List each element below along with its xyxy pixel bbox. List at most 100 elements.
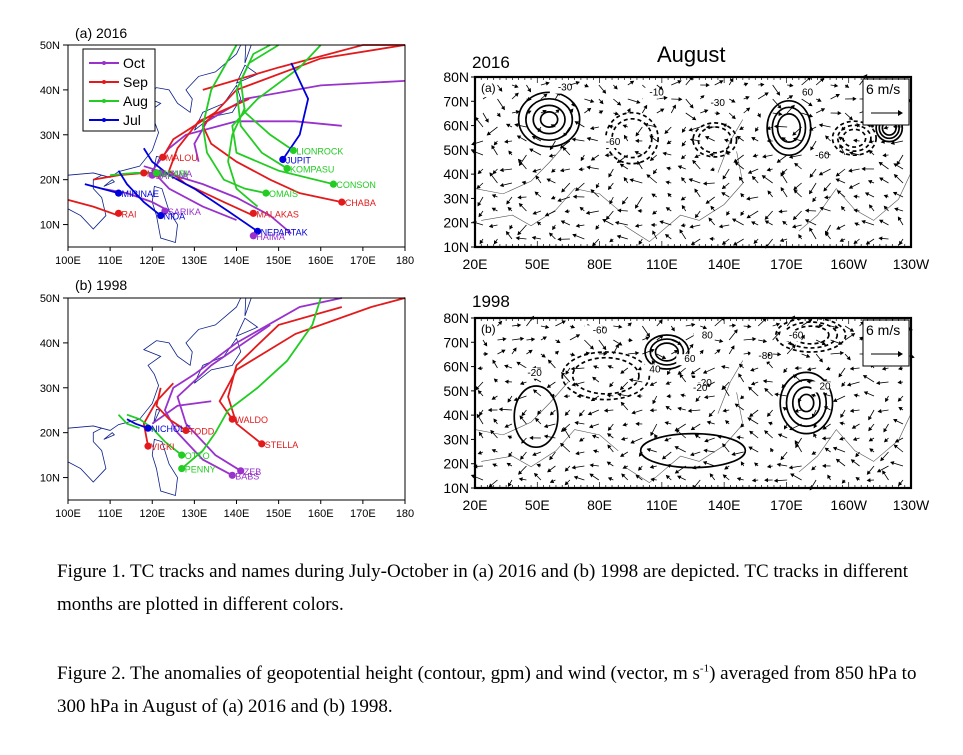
wind-vector-head	[518, 470, 523, 475]
lon-tick-label: 130E	[182, 508, 208, 520]
wind-vector-head	[518, 477, 523, 482]
wind-vector-head	[532, 168, 537, 173]
storm-genesis-marker	[258, 440, 266, 448]
storm-genesis-marker	[144, 424, 152, 432]
wind-vector-head	[788, 154, 794, 159]
wind-vector-head	[629, 80, 635, 85]
storm-genesis-marker	[249, 209, 257, 217]
wind-vector-head	[589, 473, 594, 478]
storm-name: CHABA	[345, 198, 376, 208]
storm-genesis-marker	[114, 189, 123, 197]
wind-vector-head	[664, 437, 669, 442]
wind-vector-head	[883, 205, 888, 210]
wind-vector-head	[691, 116, 697, 121]
wind-vector-head	[586, 107, 592, 112]
lat-tick-label: 10N	[40, 220, 60, 232]
wind-vector-head	[564, 481, 569, 486]
wind-vector-head	[630, 439, 635, 444]
wind-vector-head	[804, 219, 810, 224]
wind-vector-head	[493, 240, 498, 245]
wind-vector-head	[504, 139, 509, 144]
wind-vector-head	[839, 421, 844, 426]
wind-vector-head	[661, 355, 667, 359]
reference-vector-label: 6 m/s	[866, 81, 900, 97]
wind-vector-head	[731, 218, 737, 223]
continent-outline	[624, 151, 744, 243]
wind-vector-head	[588, 424, 594, 429]
wind-vector-head	[545, 324, 550, 329]
wind-vector-head	[533, 472, 539, 478]
wind-vector-head	[560, 442, 565, 448]
storm-name: OTTO	[185, 451, 210, 461]
wind-vector-head	[835, 172, 841, 177]
contour-line	[525, 97, 574, 142]
wind-vector-head	[545, 81, 550, 86]
wind-vector-head	[747, 324, 752, 329]
wind-vector-head	[564, 209, 569, 214]
wind-vector-head	[897, 380, 902, 385]
wind-vector-head	[572, 233, 577, 238]
wind-vector-head	[483, 342, 488, 347]
wind-vector-head	[579, 437, 584, 442]
lat-tick-label: 10N	[443, 239, 469, 255]
wind-vector-head	[764, 430, 769, 435]
wind-vector-head	[643, 104, 648, 110]
wind-vector-head	[776, 158, 782, 163]
wind-vector-head	[532, 389, 538, 394]
wind-vector-head	[818, 123, 823, 128]
wind-vector-head	[898, 481, 903, 486]
storm-track-oct	[176, 324, 271, 472]
wind-vector-head	[688, 127, 693, 132]
contour-label: -60	[815, 151, 830, 162]
coastline	[67, 297, 259, 497]
wind-vector-head	[646, 332, 651, 338]
storm-track-aug	[235, 44, 288, 170]
wind-vector-head	[776, 331, 781, 336]
wind-vector-head	[738, 373, 743, 378]
wind-vector-head	[780, 455, 785, 461]
wind-vectors	[471, 74, 913, 249]
wind-vector-head	[507, 435, 512, 440]
wind-vector-head	[514, 123, 519, 128]
wind-vector-head	[561, 320, 566, 325]
wind-vector-head	[709, 236, 714, 242]
wind-vector-head	[579, 206, 584, 211]
wind-vector-head	[824, 447, 830, 452]
wind-vector-head	[506, 462, 511, 467]
storm-track-oct	[163, 297, 343, 477]
wind-vector-head	[543, 424, 549, 429]
wind-vector-head	[620, 401, 625, 407]
coastline-segment	[153, 408, 161, 424]
lat-tick-label: 40N	[40, 338, 60, 350]
wind-vector-head	[649, 464, 654, 469]
contour-label-bg	[676, 354, 695, 366]
wind-vector-head	[592, 376, 597, 381]
wind-vector-head	[824, 195, 829, 200]
wind-vector-head	[552, 225, 557, 231]
wind-vector-head	[484, 351, 489, 357]
wind-vector-head	[805, 353, 811, 358]
wind-vector-head	[861, 166, 866, 172]
wind-vector-head	[851, 424, 857, 429]
wind-vector-head	[628, 338, 633, 343]
wind-vector-head	[477, 366, 482, 371]
wind-vector-head	[634, 151, 639, 155]
wind-vector-head	[650, 348, 655, 353]
panel-label: (a) 2016	[75, 25, 127, 41]
wind-vector-head	[704, 438, 709, 443]
wind-vector-head	[677, 406, 682, 411]
lon-tick-label: 80E	[587, 497, 612, 513]
contour-label: 20	[819, 381, 831, 392]
wind-vector-head	[694, 154, 699, 159]
contour-line	[644, 334, 690, 370]
wind-vector-head	[702, 181, 707, 186]
wind-vector-head	[608, 173, 613, 178]
wind-vector-head	[512, 347, 517, 352]
wind-vector-head	[893, 173, 899, 179]
lat-tick-label: 50N	[40, 40, 60, 52]
wind-vector-head	[825, 135, 830, 140]
lat-tick-label: 40N	[443, 166, 469, 182]
wind-vector-head	[781, 170, 786, 175]
wind-vector-head	[515, 110, 520, 115]
panel-tag-bg	[477, 320, 497, 338]
